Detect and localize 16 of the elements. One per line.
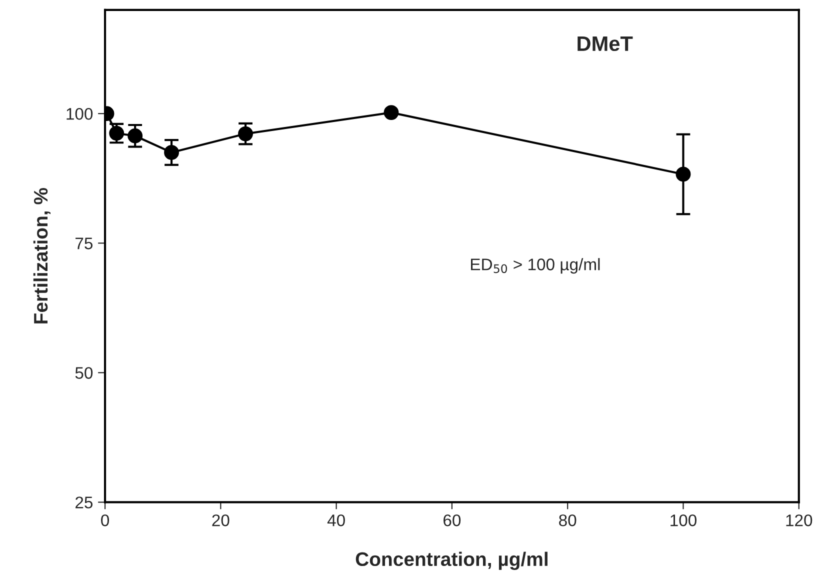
y-tick-label: 50: [75, 367, 93, 379]
x-tick-label: 100: [670, 514, 696, 526]
annotation: ED$_{50}$ > 100 µg/ml: [471, 258, 600, 274]
y-tick-label: 100: [66, 108, 93, 120]
y-tick-label: 25: [76, 496, 93, 508]
text: DMeT: [578, 36, 633, 52]
x-tick-label: 60: [444, 514, 461, 526]
y-tick-label: 75: [76, 238, 93, 250]
x-tick-label: 80: [559, 514, 576, 526]
x-tick-label: 20: [212, 514, 230, 526]
y-axis-title: Fertilization, %: [33, 188, 51, 324]
point: [384, 105, 399, 120]
x-tick-label: 40: [327, 514, 345, 526]
x-axis-title: Concentration, µg/ml: [356, 552, 548, 570]
x-tick-label: 0: [101, 514, 110, 526]
x-tick-label: 120: [786, 514, 812, 526]
